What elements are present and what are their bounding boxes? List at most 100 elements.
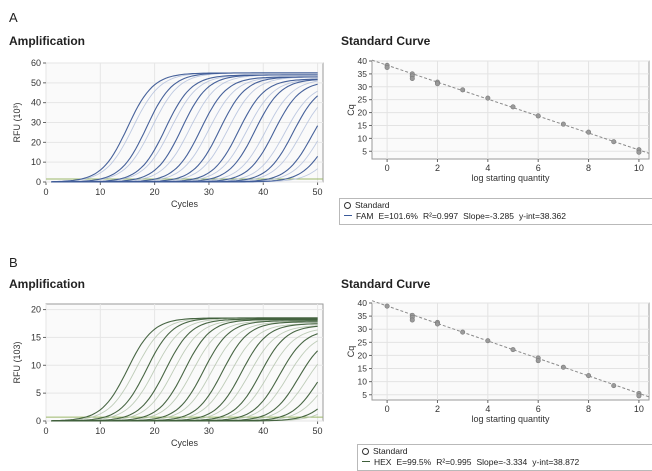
standard-point — [586, 129, 592, 135]
legend-b-slope: Slope=-3.334 — [476, 457, 528, 467]
plot-area — [371, 302, 650, 401]
fit-line-icon — [362, 461, 370, 462]
standard-curve-title-b: Standard Curve — [341, 277, 431, 291]
x-axis-label: log starting quantity — [471, 173, 550, 183]
fit-line — [371, 300, 650, 398]
y-tick-label: 20 — [358, 108, 368, 118]
amplification-curve — [51, 408, 318, 422]
standard-point — [535, 358, 541, 364]
standard-point — [485, 338, 491, 344]
y-tick-label: 25 — [358, 95, 368, 105]
x-tick-label: 30 — [204, 426, 214, 436]
legend-b: Standard HEX E=99.5% R²=0.995 Slope=-3.334 y… — [357, 444, 652, 471]
x-tick-label: 6 — [536, 163, 541, 173]
standard-curve-title-a: Standard Curve — [341, 34, 431, 48]
x-tick-label: 0 — [385, 163, 390, 173]
amplification-curve — [51, 318, 318, 422]
y-axis-label: Cq — [346, 346, 356, 358]
x-tick-label: 0 — [385, 404, 390, 414]
standard-point — [460, 329, 466, 335]
standard-point — [535, 113, 541, 119]
legend-a-dye: FAM — [356, 211, 374, 221]
y-axis-label: RFU (103) — [12, 341, 22, 383]
standard-point — [586, 373, 592, 379]
standard-point — [510, 104, 516, 110]
standard-point — [485, 95, 491, 101]
x-tick-label: 50 — [313, 426, 323, 436]
standard-point — [434, 81, 440, 87]
standard-point — [409, 76, 415, 82]
plot-area — [371, 60, 650, 160]
y-tick-label: 20 — [31, 137, 41, 147]
legend-a-standard-label: Standard — [355, 200, 390, 210]
standard-point — [560, 364, 566, 370]
y-axis-label: Cq — [346, 104, 356, 116]
standard-point — [384, 64, 390, 70]
x-tick-label: 30 — [204, 187, 214, 197]
standard-point — [434, 321, 440, 327]
y-tick-label: 0 — [36, 177, 41, 187]
legend-a-r2: R²=0.997 — [422, 211, 459, 221]
amplification-title-a: Amplification — [9, 34, 86, 48]
y-tick-label: 40 — [358, 56, 368, 66]
y-tick-label: 60 — [31, 58, 41, 68]
y-tick-label: 20 — [358, 350, 368, 360]
legend-a-standard-row: Standard — [344, 200, 652, 211]
y-tick-label: 35 — [358, 69, 368, 79]
y-tick-label: 25 — [358, 337, 368, 347]
x-tick-label: 2 — [435, 163, 440, 173]
x-tick-label: 40 — [258, 426, 268, 436]
legend-a-fit-row: FAM E=101.6% R²=0.997 Slope=-3.285 y-int=38.… — [344, 211, 652, 222]
y-tick-label: 0 — [36, 416, 41, 426]
x-tick-label: 8 — [586, 163, 591, 173]
x-tick-label: 0 — [43, 187, 48, 197]
x-tick-label: 20 — [150, 426, 160, 436]
x-axis-label: log starting quantity — [471, 414, 550, 424]
standard-point — [560, 121, 566, 127]
x-tick-label: 50 — [313, 187, 323, 197]
amplification-curve — [51, 317, 318, 422]
y-tick-label: 40 — [358, 298, 368, 308]
y-tick-label: 5 — [36, 388, 41, 398]
y-tick-label: 20 — [31, 305, 41, 315]
fit-line — [371, 59, 650, 154]
standard-point — [636, 393, 642, 399]
y-tick-label: 10 — [31, 360, 41, 370]
x-tick-label: 4 — [485, 163, 490, 173]
amplification-curve — [51, 72, 318, 183]
legend-a-yint: y-int=38.362 — [518, 211, 567, 221]
x-tick-label: 8 — [586, 404, 591, 414]
x-tick-label: 20 — [150, 187, 160, 197]
x-tick-label: 10 — [634, 404, 644, 414]
x-tick-label: 4 — [485, 404, 490, 414]
y-tick-label: 15 — [358, 120, 368, 130]
y-tick-label: 30 — [31, 118, 41, 128]
legend-b-dye: HEX — [374, 457, 392, 467]
standard-point — [460, 87, 466, 93]
legend-b-efficiency: E=99.5% — [396, 457, 432, 467]
legend-b-r2: R²=0.995 — [436, 457, 472, 467]
standard-point — [510, 347, 516, 353]
x-axis-label: Cycles — [171, 199, 199, 209]
standard-marker-icon — [344, 202, 351, 209]
standard-point — [384, 303, 390, 309]
y-axis-label: RFU (10³) — [12, 102, 22, 142]
legend-b-yint: y-int=38.872 — [532, 457, 580, 467]
legend-a: Standard FAM E=101.6% R²=0.997 Slope=-3.285… — [339, 198, 652, 225]
fit-line-icon — [344, 215, 352, 216]
standard-point — [611, 139, 617, 145]
legend-a-slope: Slope=-3.285 — [463, 211, 514, 221]
y-tick-label: 30 — [358, 82, 368, 92]
legend-b-standard-label: Standard — [373, 446, 408, 456]
y-tick-label: 40 — [31, 98, 41, 108]
y-tick-label: 10 — [358, 377, 368, 387]
amplification-title-b: Amplification — [9, 277, 86, 291]
x-tick-label: 10 — [634, 163, 644, 173]
panel-a-letter: A — [9, 10, 18, 25]
y-tick-label: 5 — [362, 146, 367, 156]
y-tick-label: 10 — [31, 157, 41, 167]
